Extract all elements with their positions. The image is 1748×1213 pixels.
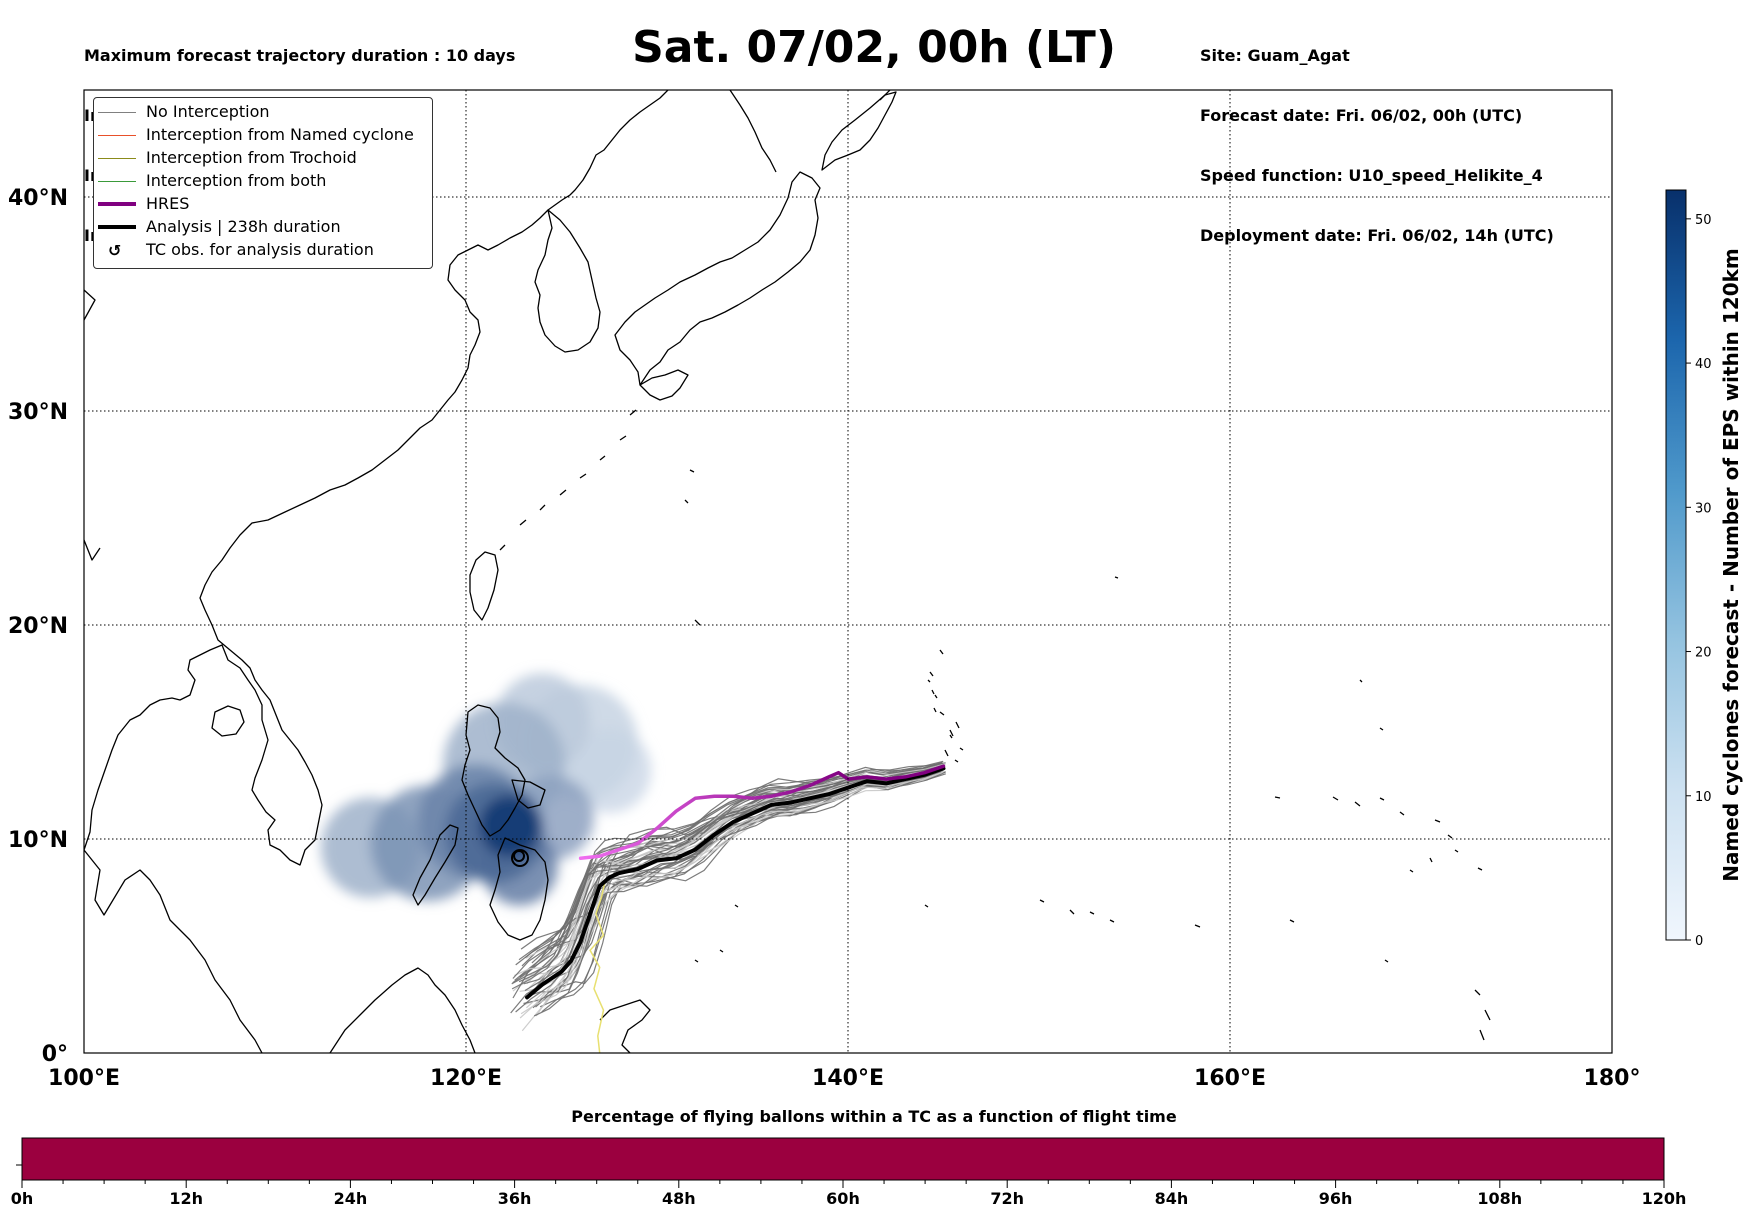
hres-track	[578, 764, 946, 861]
flight-time-bar: 0h 12h 24h 36h 48h 60h 72h 84h 96h 108h 120h	[11, 1137, 1687, 1208]
lat-tick-label: 10°N	[8, 828, 68, 853]
legend-swatch-no-interception	[98, 112, 136, 113]
axis-tick-labels: 100°E 120°E 140°E 160°E 180° 0° 10°N 20°N 30°N 40…	[8, 186, 1641, 1091]
flight-bar-title: Percentage of flying ballons within a TC…	[571, 1107, 1177, 1126]
colorbar-tick-label: 40	[1695, 357, 1712, 372]
colorbar-tick-label: 0	[1695, 934, 1703, 949]
tc-obs-icon: ↺	[108, 241, 122, 260]
lon-tick-label: 140°E	[812, 1066, 884, 1091]
trajectory-yellow	[589, 879, 607, 1053]
legend-label: HRES	[146, 194, 190, 213]
flight-tick-label: 72h	[990, 1189, 1024, 1208]
map-legend: No Interception Interception from Named …	[93, 97, 433, 269]
coast-ryukyu	[499, 409, 637, 551]
coast-mariana-arc	[929, 649, 960, 757]
colorbar: 0 10 20 30 40 50 Named cyclones forecast - Nu…	[1665, 189, 1743, 949]
legend-item: No Interception	[94, 101, 432, 124]
colorbar-ticks: 0 10 20 30 40 50	[1686, 213, 1712, 949]
flight-tick-label: 60h	[826, 1189, 860, 1208]
legend-swatch-both	[98, 181, 136, 182]
colorbar-tick-label: 20	[1695, 646, 1712, 661]
flight-tick-label: 0h	[11, 1189, 34, 1208]
coast-korea	[534, 209, 601, 353]
lat-tick-label: 40°N	[8, 186, 68, 211]
coastlines	[84, 90, 1491, 1053]
legend-label: Interception from Trochoid	[146, 148, 357, 167]
tc-obs-marker	[511, 849, 529, 867]
legend-item: HRES	[94, 193, 432, 216]
analysis-track	[525, 766, 946, 1000]
tc-obs-marker	[513, 850, 525, 862]
legend-item: Interception from Named cyclone	[94, 124, 432, 147]
legend-label: No Interception	[146, 102, 270, 121]
ensemble-trajectory	[520, 771, 943, 1015]
lon-tick-label: 120°E	[430, 1066, 502, 1091]
legend-item: Analysis | 238h duration	[94, 216, 432, 239]
main-title: Sat. 07/02, 00h (LT)	[632, 22, 1116, 73]
lat-tick-label: 20°N	[8, 614, 68, 639]
legend-label: TC obs. for analysis duration	[146, 240, 374, 259]
lon-tick-label: 100°E	[48, 1066, 120, 1091]
header-right: Site: Guam_Agat Forecast date: Fri. 06/0…	[1200, 6, 1554, 266]
legend-swatch-trochoid	[98, 158, 136, 159]
flight-time-ticks: 0h 12h 24h 36h 48h 60h 72h 84h 96h 108h 120h	[11, 1180, 1687, 1208]
coast-taiwan	[469, 551, 499, 621]
map-grid	[84, 90, 1612, 1053]
colorbar-tick-label: 30	[1695, 501, 1712, 516]
header-right-line: Deployment date: Fri. 06/02, 14h (UTC)	[1200, 226, 1554, 245]
lon-tick-label: 160°E	[1194, 1066, 1266, 1091]
colorbar-tick-label: 10	[1695, 790, 1712, 805]
flight-tick-label: 96h	[1319, 1189, 1353, 1208]
coast-micronesia	[684, 469, 1491, 1041]
ensemble-trajectory	[518, 762, 943, 961]
legend-swatch-analysis	[98, 225, 136, 229]
colorbar-tick-label: 50	[1695, 213, 1712, 228]
lat-tick-label: 30°N	[8, 400, 68, 425]
coast-philippines	[412, 704, 549, 941]
flight-tick-label: 108h	[1477, 1189, 1522, 1208]
coast-hainan	[211, 705, 245, 737]
legend-swatch-named-cyclone	[98, 135, 136, 136]
ensemble-trajectory	[525, 771, 944, 1009]
coast-asia-mainland	[84, 90, 669, 1053]
header-left-line: Maximum forecast trajectory duration : 1…	[84, 46, 516, 65]
ensemble-trajectory	[515, 762, 942, 966]
coast-japan	[614, 171, 821, 401]
lon-tick-label: 180°	[1584, 1066, 1641, 1091]
flight-tick-label: 84h	[1155, 1189, 1189, 1208]
header-right-line: Site: Guam_Agat	[1200, 46, 1350, 65]
legend-label: Interception from Named cyclone	[146, 125, 414, 144]
coast-sulawesi	[599, 999, 651, 1053]
flight-time-bar-fill	[21, 1137, 1665, 1181]
flight-tick-label: 36h	[498, 1189, 532, 1208]
coast-hokkaido	[821, 91, 897, 171]
header-right-line: Forecast date: Fri. 06/02, 00h (UTC)	[1200, 106, 1523, 125]
legend-swatch-hres	[98, 202, 136, 206]
coast-russia-east	[729, 90, 891, 173]
legend-item: Interception from Trochoid	[94, 147, 432, 170]
legend-label: Interception from both	[146, 171, 327, 190]
density-blob	[479, 795, 541, 857]
legend-item: ↺ TC obs. for analysis duration	[94, 239, 432, 262]
map-frame	[83, 89, 1613, 1054]
flight-tick-label: 48h	[662, 1189, 696, 1208]
coast-borneo	[329, 967, 476, 1053]
colorbar-title: Named cyclones forecast - Number of EPS …	[1719, 248, 1743, 882]
tc-obs-markers	[511, 849, 529, 867]
flight-tick-label: 120h	[1642, 1189, 1687, 1208]
header-right-line: Speed function: U10_speed_Helikite_4	[1200, 166, 1543, 185]
flight-tick-label: 12h	[169, 1189, 203, 1208]
colorbar-gradient	[1665, 189, 1687, 941]
flight-tick-label: 24h	[334, 1189, 368, 1208]
lat-tick-label: 0°	[42, 1042, 68, 1067]
legend-item: Interception from both	[94, 170, 432, 193]
legend-label: Analysis | 238h duration	[146, 217, 341, 236]
